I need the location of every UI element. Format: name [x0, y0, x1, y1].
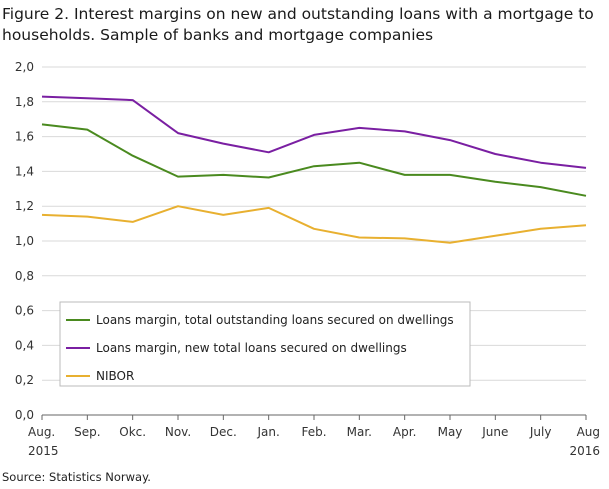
chart-title: Figure 2. Interest margins on new and ou… [2, 4, 602, 46]
y-tick-label: 1,8 [15, 95, 34, 109]
legend-label: Loans margin, total outstanding loans se… [96, 313, 454, 327]
series-line-1 [41, 123, 587, 197]
x-tick-label: June [481, 425, 508, 439]
x-tick-label: Nov. [165, 425, 191, 439]
y-tick-label: 1,6 [15, 130, 34, 144]
x-tick-label: Aug. 2015 [28, 425, 59, 458]
series-line-3 [41, 205, 587, 244]
legend [59, 301, 471, 387]
x-tick-label: Aug 2016 [569, 425, 600, 458]
x-tick-label: Jan. [257, 425, 280, 439]
y-tick-label: 0,0 [15, 408, 34, 422]
x-tick-label: Okc. [119, 425, 146, 439]
y-tick-label: 0,2 [15, 373, 34, 387]
chart-title-line-1: Figure 2. Interest margins on new and ou… [2, 5, 594, 23]
x-tick-label: July [529, 425, 552, 439]
y-tick-label: 0,6 [15, 304, 34, 318]
x-tick-label: Mar. [347, 425, 372, 439]
y-tick-label: 0,4 [15, 338, 34, 352]
x-tick-label: Feb. [301, 425, 326, 439]
y-tick-label: 1,0 [15, 234, 34, 248]
x-tick-label: May [438, 425, 463, 439]
y-tick-label: 1,2 [15, 199, 34, 213]
chart-title-line-2: households. Sample of banks and mortgage… [2, 26, 434, 44]
series-line-2 [41, 95, 587, 169]
y-tick-label: 1,4 [15, 164, 34, 178]
legend-label: Loans margin, new total loans secured on… [96, 341, 407, 355]
source-note: Source: Statistics Norway. [2, 470, 151, 484]
y-tick-label: 2,0 [15, 60, 34, 74]
x-tick-label: Apr. [393, 425, 416, 439]
x-tick-label: Sep. [74, 425, 100, 439]
y-tick-label: 0,8 [15, 269, 34, 283]
legend-label: NIBOR [96, 369, 134, 383]
x-tick-label: Dec. [210, 425, 237, 439]
